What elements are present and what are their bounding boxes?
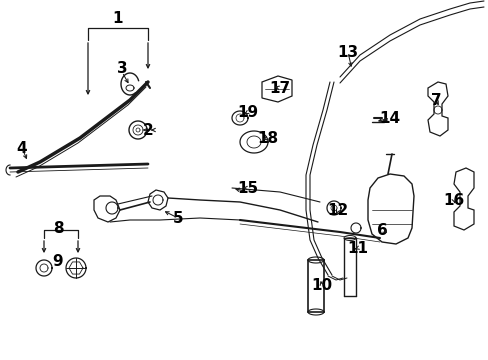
- Text: 3: 3: [117, 60, 127, 76]
- Text: 4: 4: [17, 140, 27, 156]
- Text: 2: 2: [142, 122, 153, 138]
- Text: 18: 18: [257, 131, 278, 145]
- Text: 16: 16: [443, 193, 464, 207]
- Text: 7: 7: [430, 93, 440, 108]
- Text: 5: 5: [172, 211, 183, 225]
- Text: 15: 15: [237, 180, 258, 195]
- Text: 11: 11: [347, 240, 368, 256]
- Text: 1: 1: [113, 10, 123, 26]
- Text: 19: 19: [237, 104, 258, 120]
- Text: 14: 14: [379, 111, 400, 126]
- Text: 8: 8: [53, 220, 63, 235]
- Text: 13: 13: [337, 45, 358, 59]
- Text: 9: 9: [53, 255, 63, 270]
- Text: 17: 17: [269, 81, 290, 95]
- Text: 10: 10: [311, 279, 332, 293]
- Text: 12: 12: [326, 202, 348, 217]
- Text: 6: 6: [376, 222, 386, 238]
